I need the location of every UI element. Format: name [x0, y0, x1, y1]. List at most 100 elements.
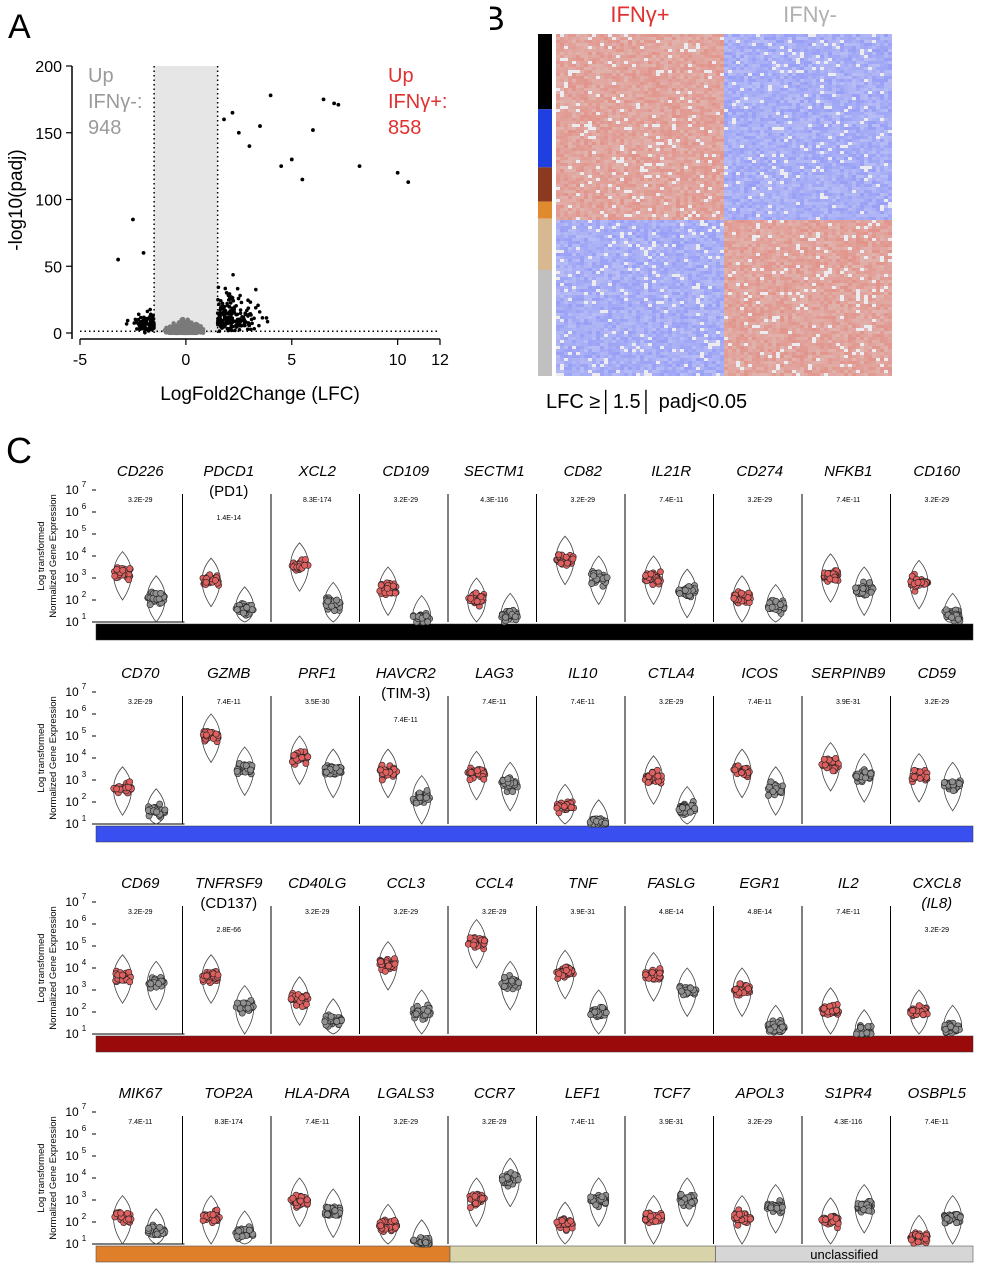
- heatmap-cell: [676, 106, 680, 109]
- heatmap-cell: [600, 97, 604, 100]
- heatmap-cell: [796, 112, 800, 115]
- heatmap-cell: [724, 97, 728, 100]
- heatmap-cell: [596, 52, 600, 55]
- heatmap-cell: [732, 142, 736, 145]
- heatmap-cell: [644, 109, 648, 112]
- heatmap-cell: [792, 49, 796, 52]
- up-pos-line2: IFNγ+:: [388, 91, 447, 113]
- heatmap-cell: [612, 133, 616, 136]
- volcano-point-ns: [181, 319, 186, 324]
- volcano-point-sig: [257, 323, 261, 328]
- heatmap-cell: [704, 55, 708, 58]
- heatmap-cell: [604, 103, 608, 106]
- volcano-point-sig: [136, 312, 141, 317]
- heatmap-cell: [624, 55, 628, 58]
- heatmap-cell: [616, 43, 620, 46]
- heatmap-cell: [624, 40, 628, 43]
- heatmap-cell: [692, 88, 696, 91]
- heatmap-cell: [808, 73, 812, 76]
- heatmap-cell: [720, 115, 724, 118]
- heatmap-cell: [848, 136, 852, 139]
- heatmap-cell: [760, 148, 764, 151]
- heatmap-cell: [604, 160, 608, 163]
- heatmap-cell: [592, 73, 596, 76]
- heatmap-cell: [752, 142, 756, 145]
- heatmap-cell: [828, 37, 832, 40]
- heatmap-cell: [764, 115, 768, 118]
- x-tick-label: -5: [73, 352, 87, 369]
- heatmap-cell: [812, 166, 816, 169]
- heatmap-cell: [564, 139, 568, 142]
- heatmap-cell: [884, 88, 888, 91]
- heatmap-cell: [620, 91, 624, 94]
- heatmap-cell: [816, 163, 820, 166]
- heatmap-cell: [780, 121, 784, 124]
- heatmap-cell: [576, 100, 580, 103]
- heatmap-cell: [632, 121, 636, 124]
- heatmap-cell: [740, 166, 744, 169]
- heatmap-cell: [700, 49, 704, 52]
- heatmap-cell: [728, 130, 732, 133]
- heatmap-cell: [780, 112, 784, 115]
- heatmap-cell: [612, 163, 616, 166]
- heatmap-cell: [720, 79, 724, 82]
- heatmap-cell: [748, 133, 752, 136]
- heatmap-cell: [820, 46, 824, 49]
- heatmap-cell: [612, 88, 616, 91]
- heatmap-cell: [728, 124, 732, 127]
- heatmap-cell: [716, 85, 720, 88]
- heatmap-cell: [756, 157, 760, 160]
- heatmap-cell: [560, 127, 564, 130]
- heatmap-cell: [740, 130, 744, 133]
- heatmap-cell: [560, 94, 564, 97]
- heatmap-cell: [692, 43, 696, 46]
- heatmap-cell: [824, 154, 828, 157]
- heatmap-cell: [812, 52, 816, 55]
- heatmap-cell: [600, 91, 604, 94]
- heatmap-cell: [780, 151, 784, 154]
- heatmap-cell: [752, 151, 756, 154]
- heatmap-cell: [656, 82, 660, 85]
- heatmap-cell: [800, 154, 804, 157]
- heatmap-cell: [852, 85, 856, 88]
- heatmap-cell: [568, 118, 572, 121]
- heatmap-cell: [656, 76, 660, 79]
- heatmap-cell: [760, 130, 764, 133]
- heatmap-cell: [692, 73, 696, 76]
- heatmap-cell: [588, 160, 592, 163]
- heatmap-cell: [832, 85, 836, 88]
- heatmap-cell: [596, 112, 600, 115]
- heatmap-cell: [604, 55, 608, 58]
- heatmap-cell: [740, 157, 744, 160]
- heatmap-cell: [868, 112, 872, 115]
- volcano-point-sig: [136, 317, 141, 322]
- heatmap-cell: [620, 139, 624, 142]
- heatmap-cell: [812, 61, 816, 64]
- heatmap-cell: [624, 127, 628, 130]
- heatmap-cell: [644, 55, 648, 58]
- heatmap-cell: [816, 64, 820, 67]
- volcano-point-sig: [253, 305, 258, 310]
- heatmap-cell: [728, 163, 732, 166]
- heatmap-cell: [764, 166, 768, 169]
- heatmap-cell: [652, 82, 656, 85]
- heatmap-cell: [888, 106, 892, 109]
- heatmap-cell: [572, 67, 576, 70]
- heatmap-cell: [708, 79, 712, 82]
- heatmap-cell: [628, 94, 632, 97]
- heatmap-cell: [824, 49, 828, 52]
- heatmap-cell: [764, 46, 768, 49]
- heatmap-cell: [664, 160, 668, 163]
- heatmap-cell: [604, 154, 608, 157]
- heatmap-cell: [588, 103, 592, 106]
- heatmap-cell: [708, 55, 712, 58]
- heatmap-cell: [668, 97, 672, 100]
- heatmap-cell: [868, 133, 872, 136]
- heatmap-cell: [848, 115, 852, 118]
- heatmap-cell: [624, 85, 628, 88]
- heatmap-cell: [804, 79, 808, 82]
- heatmap-cell: [872, 94, 876, 97]
- heatmap-cell: [612, 118, 616, 121]
- heatmap-cell: [660, 136, 664, 139]
- heatmap-cell: [756, 37, 760, 40]
